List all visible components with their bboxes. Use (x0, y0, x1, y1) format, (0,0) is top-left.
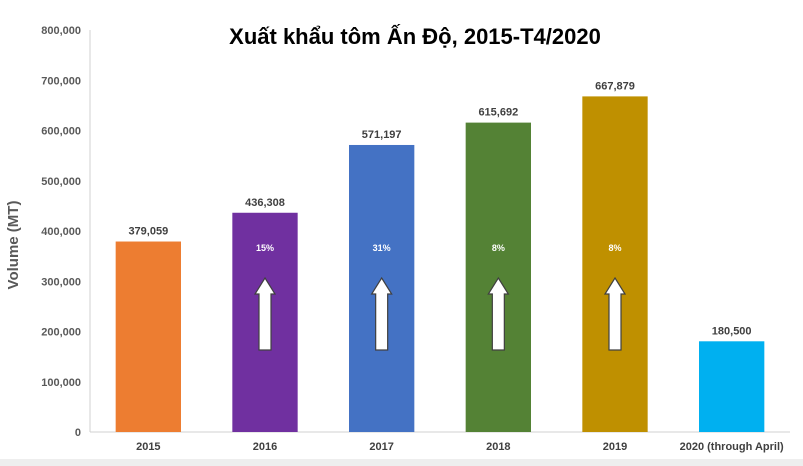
bars: 379,059 436,308 15% 571,197 31% 615,692 8% 667,… (115, 80, 765, 432)
up-arrow-icon (370, 276, 393, 351)
growth-label: 8% (608, 243, 621, 253)
up-arrow-icon (487, 276, 510, 351)
x-tick-label: 2020 (through April) (680, 441, 784, 453)
bar (582, 96, 648, 432)
y-tick-label: 100,000 (41, 377, 81, 389)
y-tick-label: 300,000 (41, 276, 81, 288)
y-tick-label: 200,000 (41, 327, 81, 339)
bar (699, 341, 765, 432)
growth-label: 31% (373, 243, 391, 253)
bar-value-label: 180,500 (712, 325, 752, 337)
bottom-strip (0, 459, 803, 466)
chart-title: Xuất khẩu tôm Ấn Độ, 2015-T4/2020 (229, 24, 601, 49)
up-arrow-icon (603, 276, 627, 351)
x-axis: 2015 2016 2017 2018 2019 2020 (through April) (90, 431, 790, 453)
up-arrow-icon (253, 276, 277, 351)
y-tick-label: 500,000 (41, 176, 81, 188)
x-tick-label: 2017 (369, 441, 393, 453)
bar (115, 241, 181, 432)
y-tick-label: 0 (75, 427, 81, 439)
bar-value-label: 615,692 (478, 107, 518, 119)
y-tick-label: 600,000 (41, 126, 81, 138)
bar-value-label: 379,059 (128, 226, 168, 238)
x-tick-label: 2015 (136, 441, 160, 453)
y-axis: 0 100,000 200,000 300,000 400,000 500,000 600,… (41, 25, 91, 439)
growth-label: 8% (492, 243, 505, 253)
y-axis-label: Volume (MT) (5, 201, 22, 290)
y-tick-label: 700,000 (41, 75, 81, 87)
x-tick-label: 2018 (486, 441, 510, 453)
bar-value-label: 667,879 (595, 80, 635, 92)
x-tick-label: 2016 (253, 441, 277, 453)
y-tick-label: 400,000 (41, 226, 81, 238)
growth-label: 15% (256, 243, 274, 253)
bar-value-label: 436,308 (245, 197, 285, 209)
bar-value-label: 571,197 (362, 129, 402, 141)
y-tick-label: 800,000 (41, 25, 81, 37)
x-tick-label: 2019 (603, 441, 627, 453)
